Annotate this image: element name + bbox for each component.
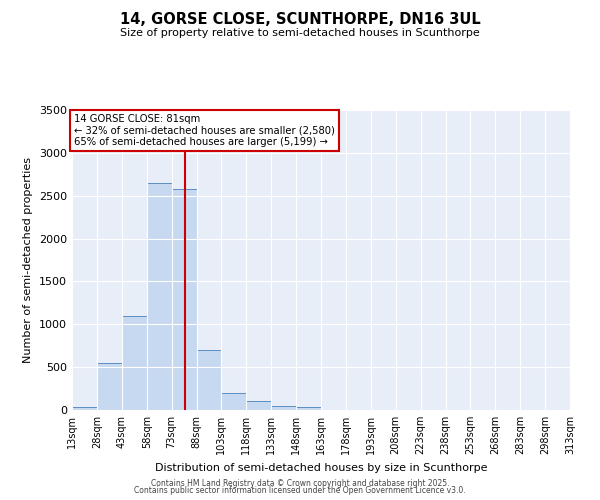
Text: 14 GORSE CLOSE: 81sqm
← 32% of semi-detached houses are smaller (2,580)
65% of s: 14 GORSE CLOSE: 81sqm ← 32% of semi-deta… [74,114,335,148]
Text: Contains public sector information licensed under the Open Government Licence v3: Contains public sector information licen… [134,486,466,495]
Bar [247,402,271,410]
Bar [221,393,247,410]
Text: 14, GORSE CLOSE, SCUNTHORPE, DN16 3UL: 14, GORSE CLOSE, SCUNTHORPE, DN16 3UL [119,12,481,28]
Bar [197,350,221,410]
Bar [97,363,122,410]
Bar [122,316,147,410]
Bar [146,183,172,410]
X-axis label: Distribution of semi-detached houses by size in Scunthorpe: Distribution of semi-detached houses by … [155,462,487,472]
Text: Contains HM Land Registry data © Crown copyright and database right 2025.: Contains HM Land Registry data © Crown c… [151,478,449,488]
Y-axis label: Number of semi-detached properties: Number of semi-detached properties [23,157,34,363]
Bar [172,189,197,410]
Bar [271,406,296,410]
Text: Size of property relative to semi-detached houses in Scunthorpe: Size of property relative to semi-detach… [120,28,480,38]
Bar [296,408,321,410]
Bar [72,406,97,410]
